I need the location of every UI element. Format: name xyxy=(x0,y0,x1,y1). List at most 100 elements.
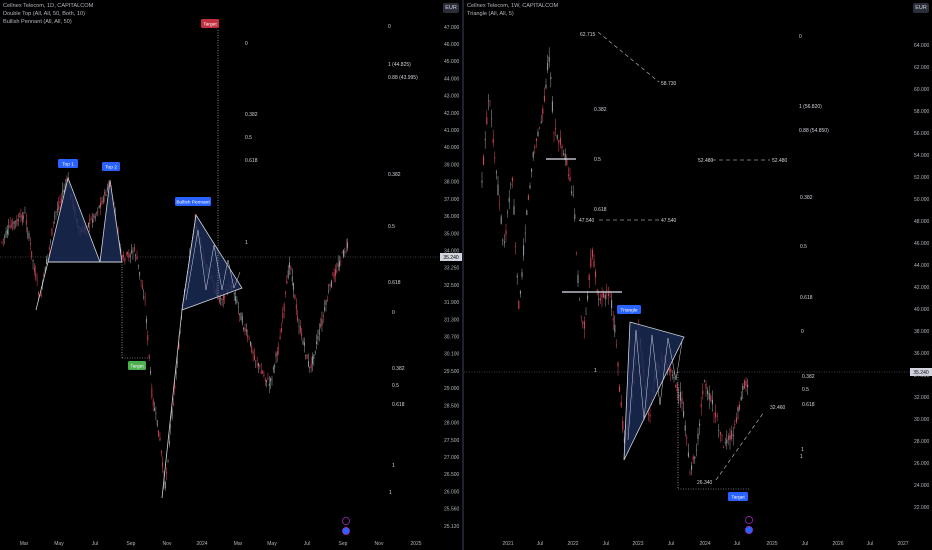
left-candle-body xyxy=(121,255,123,258)
left-candle-body xyxy=(35,272,37,279)
right-y-tick-label: 44.000 xyxy=(914,263,930,269)
left-top1-label: Top 1 xyxy=(62,161,74,167)
right-y-tick-label: 46.000 xyxy=(914,241,930,247)
right-candle-body xyxy=(731,430,733,439)
right-candle-body xyxy=(739,404,741,410)
left-candle-body xyxy=(344,251,346,253)
right-candle-body xyxy=(486,117,488,125)
right-candle-body xyxy=(575,253,577,254)
right-candle-body xyxy=(623,437,625,443)
left-pennant-shape[interactable] xyxy=(181,213,243,311)
left-pennant-label-bg[interactable] xyxy=(175,197,211,206)
right-currency-button[interactable]: EUR xyxy=(913,3,929,13)
left-x-tick-label: Sep xyxy=(127,541,136,547)
right-candle-body xyxy=(558,140,560,143)
left-top2-label-bg[interactable] xyxy=(102,162,120,171)
left-earnings-marker-icon[interactable] xyxy=(341,527,350,536)
left-candle-body xyxy=(40,293,42,297)
left-candle-body xyxy=(87,223,89,227)
right-event-marker-icon[interactable] xyxy=(744,516,753,525)
left-candle-body xyxy=(127,252,128,255)
left-chart-panel[interactable]: 35.240 Top 1 Top 2 Target Bullish Pennant Tar… xyxy=(0,0,462,550)
left-event-marker-icon[interactable] xyxy=(341,517,350,526)
right-chart-canvas[interactable]: 35.240 Triangle Target 62.715 58.730 52.480 52… xyxy=(464,0,932,550)
right-triangle-label: Triangle xyxy=(620,307,637,313)
right-earnings-marker-icon[interactable] xyxy=(744,526,753,535)
left-chart-canvas[interactable]: 35.240 Top 1 Top 2 Target Bullish Pennant Tar… xyxy=(0,0,462,550)
right-candle-body xyxy=(649,414,651,417)
left-y-tick-label: 47.000 xyxy=(444,25,460,31)
left-fib-b-label: 0 xyxy=(388,24,391,30)
right-x-tick-label: 2027 xyxy=(897,541,908,547)
left-indicator-double-top[interactable]: Double Top (All, All, 50, Both, 10) xyxy=(3,11,85,17)
left-indicator-bullish-pennant[interactable]: Bullish Pennant (All, All, 50) xyxy=(3,19,72,25)
left-fib-b-label: 0.618 xyxy=(388,280,401,286)
left-last-price-label: 35.240 xyxy=(443,255,459,261)
right-candle-body xyxy=(743,380,745,389)
left-candle-body xyxy=(240,313,242,321)
left-candle-body xyxy=(6,229,8,235)
left-candle-body xyxy=(302,340,304,345)
left-candle-body xyxy=(162,462,164,468)
left-candle-body xyxy=(308,361,309,367)
right-candle-body xyxy=(569,177,571,182)
right-x-tick-label: Jul xyxy=(668,541,674,547)
right-candle-body xyxy=(668,367,670,372)
right-candle-body xyxy=(710,395,712,401)
right-fib-b-label: 0 xyxy=(801,329,804,335)
left-candle-body xyxy=(309,366,311,368)
left-top1-label-bg[interactable] xyxy=(58,159,78,168)
right-y-tick-label: 22.000 xyxy=(914,505,930,511)
left-candle-body xyxy=(278,348,280,350)
left-target-red-label-bg[interactable] xyxy=(201,19,219,28)
right-candle-body xyxy=(747,384,749,388)
right-candle-body xyxy=(595,271,597,278)
right-candle-body xyxy=(484,138,486,141)
panel-divider[interactable] xyxy=(462,0,464,550)
left-candle-body xyxy=(279,336,281,340)
right-candle-body xyxy=(526,210,528,215)
right-indicator-triangle[interactable]: Triangle (All, All, 5) xyxy=(467,11,514,17)
left-candle-body xyxy=(96,212,97,214)
right-candle-body xyxy=(542,108,544,115)
left-candle-body xyxy=(89,218,91,225)
right-candle-body xyxy=(611,300,613,309)
left-y-tick-label: 35.000 xyxy=(444,231,460,237)
left-target-green-label-bg[interactable] xyxy=(128,361,146,370)
left-candle-body xyxy=(254,355,255,360)
right-target-label-bg[interactable] xyxy=(728,492,748,501)
left-double-top-shape-2[interactable] xyxy=(99,179,123,263)
right-candle-body xyxy=(507,212,509,213)
right-y-tick-label: 36.000 xyxy=(914,351,930,357)
left-candle-body xyxy=(44,267,46,274)
left-x-tick-label: Mar xyxy=(234,541,243,547)
right-candle-body xyxy=(683,411,685,417)
left-candle-body xyxy=(23,215,25,220)
left-candle-body xyxy=(236,299,238,304)
left-y-tick-label: 41.000 xyxy=(444,128,460,134)
right-candle-body xyxy=(675,385,677,387)
right-candle-body xyxy=(529,185,531,188)
left-candle-body xyxy=(170,426,172,428)
right-candle-body xyxy=(670,368,672,372)
left-candle-body xyxy=(220,298,222,300)
right-chart-panel[interactable]: 35.240 Triangle Target 62.715 58.730 52.480 52… xyxy=(464,0,932,550)
left-y-tick-label: 32.500 xyxy=(444,283,460,289)
left-currency-button[interactable]: EUR xyxy=(443,3,459,13)
left-candle-body xyxy=(305,354,307,356)
right-candle-body xyxy=(695,449,697,451)
right-candle-body xyxy=(532,152,534,158)
left-candle-body xyxy=(259,365,261,367)
right-candle-body xyxy=(494,157,496,159)
right-triangle-label-bg[interactable] xyxy=(617,305,641,314)
right-candle-body xyxy=(726,439,728,444)
left-pennant-label: Bullish Pennant xyxy=(176,199,210,205)
left-y-tick-label: 28.500 xyxy=(444,403,460,409)
right-triangle-shape[interactable] xyxy=(623,321,685,461)
right-y-tick-label: 42.000 xyxy=(914,285,930,291)
left-candle-body xyxy=(141,286,143,289)
right-triangle-zigzag xyxy=(627,329,683,441)
left-candle-body xyxy=(66,179,68,183)
left-candle-body xyxy=(51,228,53,236)
right-candle-body xyxy=(502,239,504,241)
